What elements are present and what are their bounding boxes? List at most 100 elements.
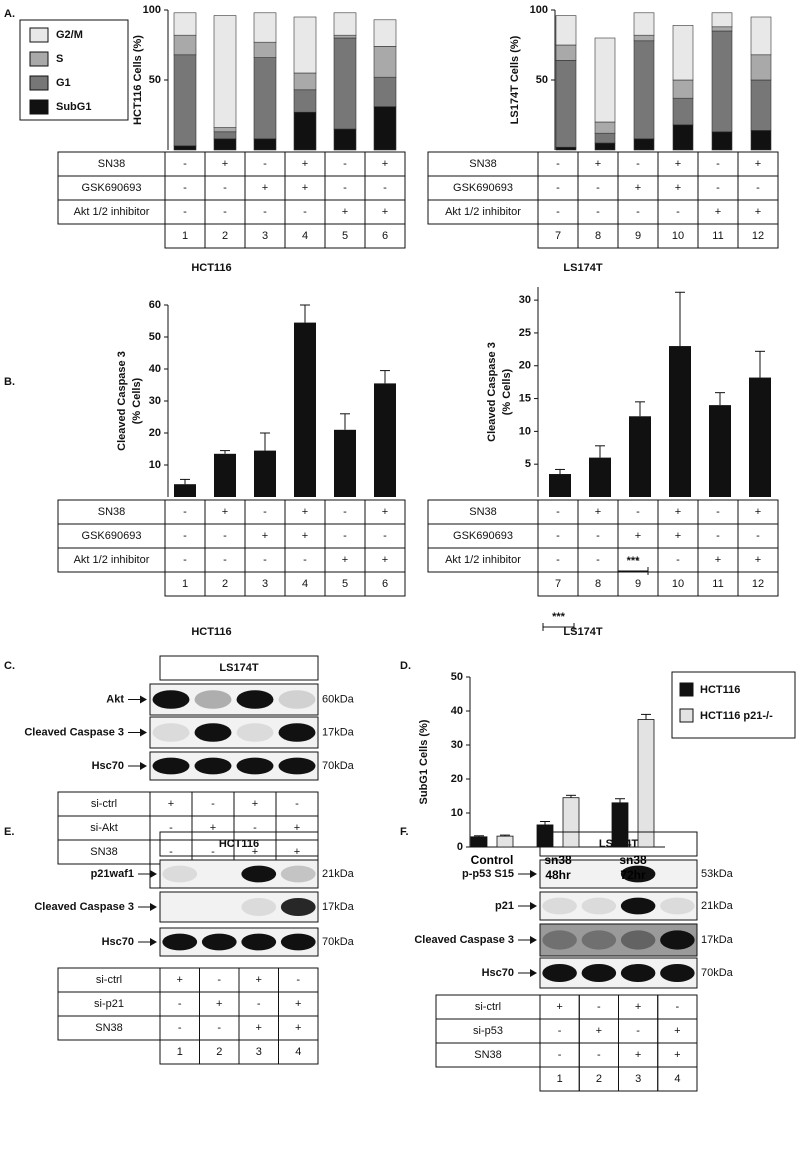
bar-segment — [293, 111, 317, 151]
lane-number: 8 — [595, 230, 601, 242]
panel-letter: A. — [4, 8, 15, 20]
bar-segment — [711, 12, 733, 28]
cell-text: + — [715, 554, 721, 566]
bar — [549, 474, 571, 497]
arrow-head — [530, 969, 537, 977]
cell-text: + — [256, 1022, 262, 1034]
row-label: SN38 — [98, 158, 126, 170]
cell-text: + — [222, 158, 228, 170]
cell-text: + — [382, 554, 388, 566]
y-tick-label: 40 — [451, 705, 463, 717]
band — [236, 757, 274, 775]
table-cell — [737, 223, 779, 249]
band-label: p21waf1 — [91, 868, 134, 880]
cell-text: - — [217, 974, 221, 986]
y-tick-label: 60 — [149, 299, 161, 311]
lane-number: 5 — [342, 230, 348, 242]
cell-text: - — [716, 506, 720, 518]
arrow-head — [140, 695, 147, 704]
bar-segment — [293, 16, 317, 74]
y-tick-label: 50 — [451, 671, 463, 683]
cell-text: + — [177, 974, 183, 986]
lane-number: 9 — [635, 230, 641, 242]
band-size: 17kDa — [701, 934, 734, 946]
annotation: *** — [627, 555, 641, 567]
cell-text: + — [382, 506, 388, 518]
bar-segment — [750, 16, 772, 56]
band — [194, 690, 232, 709]
panel-letter: E. — [4, 826, 14, 838]
band — [620, 930, 656, 950]
cell-text: - — [596, 530, 600, 542]
band — [542, 964, 577, 982]
bar-segment — [594, 121, 616, 134]
bar — [254, 450, 276, 497]
cell-text: + — [675, 182, 681, 194]
row-label: SN38 — [469, 506, 497, 518]
cell-text: - — [716, 530, 720, 542]
y-tick-label: 40 — [149, 363, 161, 375]
band — [542, 897, 577, 915]
lane-number: 4 — [302, 230, 308, 242]
legend-label: HCT116 — [700, 684, 740, 696]
bar-segment — [253, 138, 277, 151]
bar-segment — [373, 46, 397, 78]
cell-text: - — [636, 1025, 640, 1037]
bar-segment — [711, 131, 733, 151]
cell-text: - — [676, 1001, 680, 1013]
cell-text: - — [596, 206, 600, 218]
cell-text: - — [223, 206, 227, 218]
bar-segment — [333, 34, 357, 39]
bar-segment — [333, 37, 357, 130]
row-label: Akt 1/2 inhibitor — [445, 206, 521, 218]
cell-text: - — [303, 554, 307, 566]
blot-title-box — [539, 831, 698, 857]
bar-segment — [373, 106, 397, 151]
bar — [669, 346, 691, 497]
cell-text: + — [595, 158, 601, 170]
bar-segment — [253, 12, 277, 43]
band — [620, 865, 656, 883]
lane-number: 1 — [557, 1073, 563, 1085]
bar-segment — [594, 37, 616, 123]
bar-segment — [213, 131, 237, 140]
cell-text: + — [715, 206, 721, 218]
cell-text: + — [294, 846, 300, 858]
cell-text: - — [263, 206, 267, 218]
legend-swatch — [679, 708, 694, 723]
cell-text: - — [296, 974, 300, 986]
bar-segment — [373, 19, 397, 47]
cell-text: + — [295, 998, 301, 1010]
row-label: SN38 — [90, 846, 118, 858]
y-axis-label: Cleaved Caspase 3 — [486, 342, 498, 442]
panel-letter: D. — [400, 660, 411, 672]
band — [241, 865, 277, 883]
table-cell — [364, 223, 406, 249]
row-label: SN38 — [98, 506, 126, 518]
lane-number: 8 — [595, 578, 601, 590]
arrow-head — [530, 902, 537, 910]
cell-text: - — [596, 182, 600, 194]
lane-number: 1 — [177, 1046, 183, 1058]
band — [581, 897, 617, 915]
cell-text: + — [675, 506, 681, 518]
cell-text: - — [183, 530, 187, 542]
band — [241, 898, 277, 916]
y-tick-label: 100 — [530, 4, 548, 16]
band-size: 60kDa — [322, 693, 355, 705]
table-cell — [737, 571, 779, 597]
arrow-head — [150, 870, 157, 878]
y-tick-label: 20 — [149, 427, 161, 439]
cell-text: - — [597, 1049, 601, 1061]
table-caption: LS174T — [563, 626, 602, 638]
legend-label: G2/M — [56, 29, 83, 41]
lane-number: 7 — [555, 578, 561, 590]
band — [162, 933, 198, 951]
bar-segment — [633, 34, 655, 42]
lane-number: 2 — [222, 578, 228, 590]
bar-segment — [750, 54, 772, 81]
bar-segment — [213, 127, 237, 133]
lane-number: 1 — [182, 230, 188, 242]
cell-text: - — [383, 530, 387, 542]
